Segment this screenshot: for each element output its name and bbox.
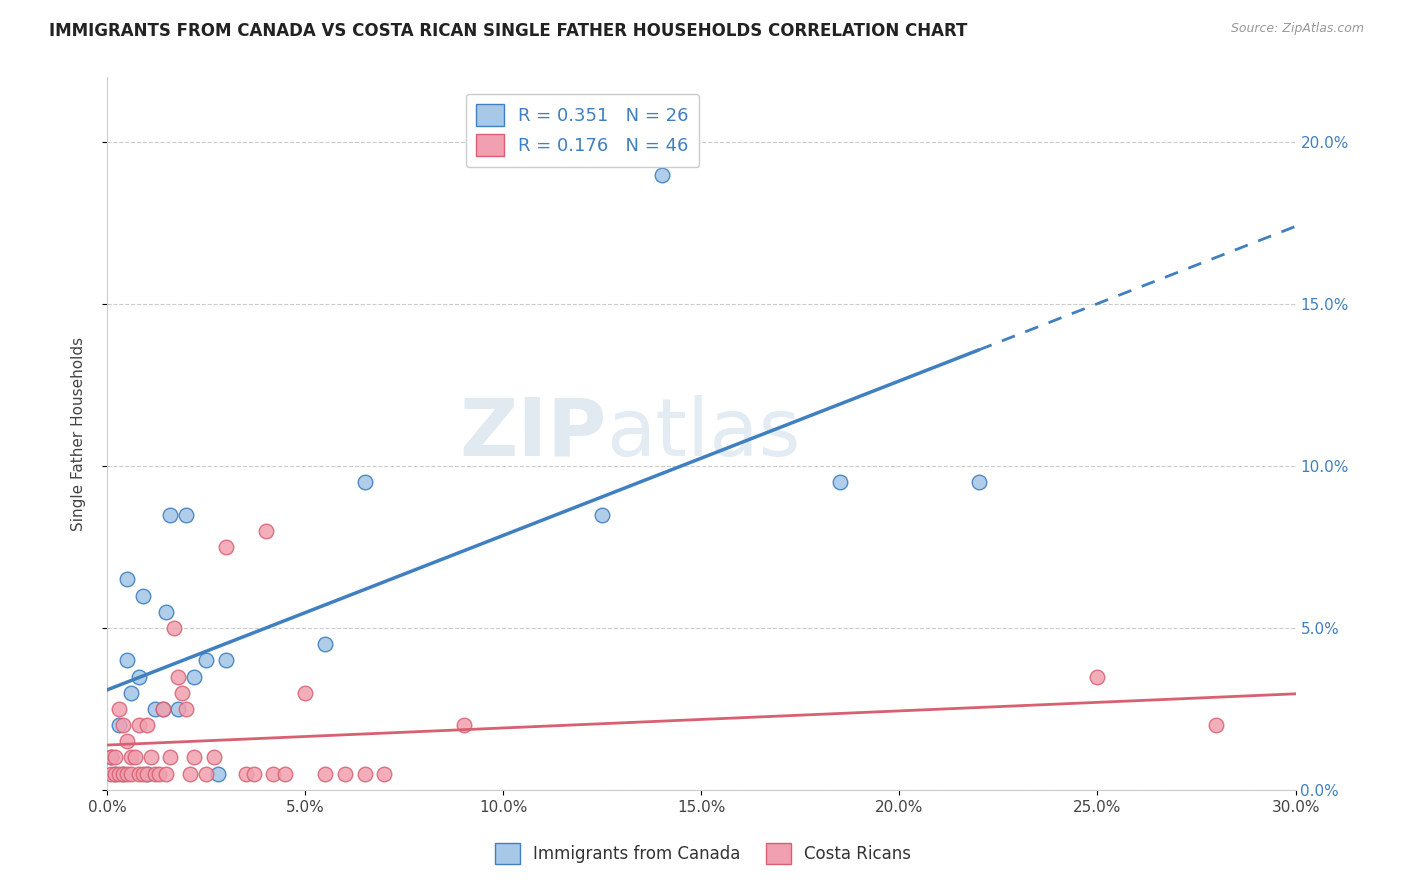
Point <box>215 653 238 667</box>
Point <box>207 766 229 780</box>
Point <box>132 766 155 780</box>
Point <box>353 475 375 490</box>
Point <box>159 508 181 522</box>
Point <box>163 621 186 635</box>
Point <box>108 702 131 716</box>
Point <box>139 750 162 764</box>
Point <box>132 589 155 603</box>
Text: ZIP: ZIP <box>458 394 606 473</box>
Point <box>100 766 122 780</box>
Point <box>115 766 138 780</box>
Point <box>176 702 198 716</box>
Point <box>111 718 134 732</box>
Point <box>1087 669 1109 683</box>
Point <box>242 766 264 780</box>
Point <box>294 686 316 700</box>
Legend: Immigrants from Canada, Costa Ricans: Immigrants from Canada, Costa Ricans <box>488 837 918 871</box>
Text: atlas: atlas <box>606 394 800 473</box>
Point <box>333 766 356 780</box>
Point <box>128 766 150 780</box>
Point <box>195 766 218 780</box>
Point <box>104 766 127 780</box>
Point <box>111 766 134 780</box>
Point <box>254 524 277 538</box>
Legend: R = 0.351   N = 26, R = 0.176   N = 46: R = 0.351 N = 26, R = 0.176 N = 46 <box>465 94 699 167</box>
Point <box>120 686 142 700</box>
Point <box>152 702 174 716</box>
Point <box>135 766 157 780</box>
Point <box>167 702 190 716</box>
Point <box>159 750 181 764</box>
Point <box>179 766 201 780</box>
Point <box>124 750 146 764</box>
Point <box>235 766 257 780</box>
Point <box>115 734 138 748</box>
Point <box>128 718 150 732</box>
Point <box>128 669 150 683</box>
Point <box>111 766 134 780</box>
Point <box>152 702 174 716</box>
Point <box>591 508 613 522</box>
Point <box>108 766 131 780</box>
Point <box>155 605 177 619</box>
Point <box>353 766 375 780</box>
Point <box>828 475 851 490</box>
Text: IMMIGRANTS FROM CANADA VS COSTA RICAN SINGLE FATHER HOUSEHOLDS CORRELATION CHART: IMMIGRANTS FROM CANADA VS COSTA RICAN SI… <box>49 22 967 40</box>
Point <box>1205 718 1227 732</box>
Point <box>262 766 284 780</box>
Point <box>143 766 166 780</box>
Point <box>120 750 142 764</box>
Point <box>172 686 194 700</box>
Point <box>120 766 142 780</box>
Point <box>104 750 127 764</box>
Point <box>651 168 673 182</box>
Point <box>274 766 297 780</box>
Point <box>215 540 238 554</box>
Point <box>176 508 198 522</box>
Point <box>143 702 166 716</box>
Point <box>115 653 138 667</box>
Point <box>195 653 218 667</box>
Point <box>100 750 122 764</box>
Point <box>183 669 205 683</box>
Point <box>183 750 205 764</box>
Point <box>314 766 336 780</box>
Point <box>104 766 127 780</box>
Point <box>967 475 990 490</box>
Point <box>148 766 170 780</box>
Point <box>373 766 395 780</box>
Point <box>202 750 225 764</box>
Point <box>314 637 336 651</box>
Point <box>453 718 475 732</box>
Point <box>167 669 190 683</box>
Point <box>108 718 131 732</box>
Point <box>155 766 177 780</box>
Y-axis label: Single Father Households: Single Father Households <box>72 336 86 531</box>
Point <box>135 718 157 732</box>
Point <box>115 573 138 587</box>
Point <box>135 766 157 780</box>
Text: Source: ZipAtlas.com: Source: ZipAtlas.com <box>1230 22 1364 36</box>
Point <box>100 750 122 764</box>
